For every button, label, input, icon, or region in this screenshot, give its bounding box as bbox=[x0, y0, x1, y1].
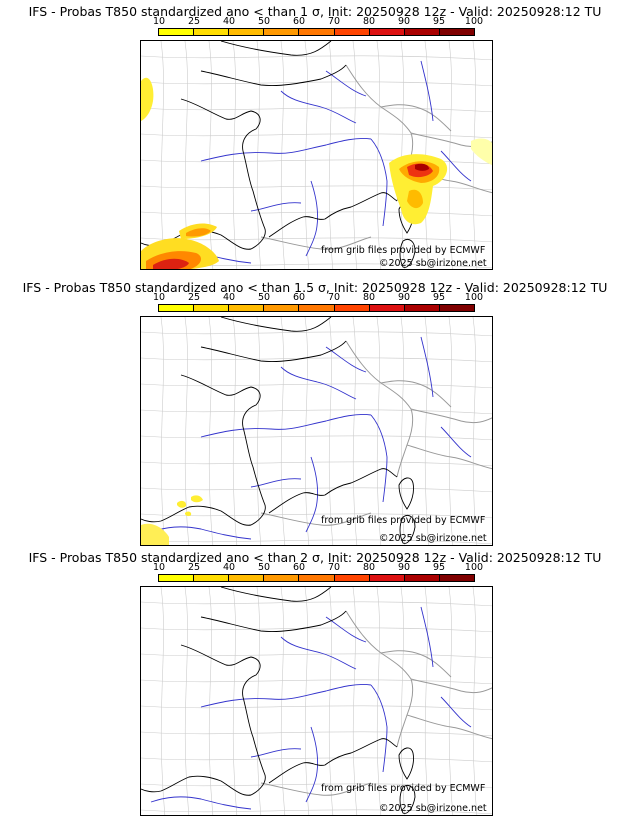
probability-map: from grib files provided by ECMWF ©2025 … bbox=[140, 316, 493, 546]
probability-shading bbox=[141, 77, 492, 269]
colorbar-tick-label: 95 bbox=[432, 562, 446, 573]
colorbar-tick-label: 70 bbox=[327, 292, 341, 303]
colorbar-tick-label: 100 bbox=[464, 16, 484, 27]
colorbar-tick-label: 50 bbox=[257, 16, 271, 27]
colorbar-tick-label: 40 bbox=[222, 292, 236, 303]
colorbar-segment bbox=[369, 29, 405, 35]
colorbar-tick-label: 95 bbox=[432, 292, 446, 303]
colorbar-tick-label: 80 bbox=[362, 16, 376, 27]
colorbar-segment bbox=[404, 305, 440, 311]
colorbar-segment bbox=[229, 29, 265, 35]
colorbar-segment bbox=[334, 29, 370, 35]
colorbar-tick-label: 10 bbox=[152, 16, 166, 27]
colorbar-segment bbox=[159, 305, 195, 311]
colorbar-tick-label: 10 bbox=[152, 292, 166, 303]
colorbar-segment bbox=[264, 575, 300, 581]
panel-title: IFS - Probas T850 standardized ano < tha… bbox=[28, 550, 602, 565]
colorbar-tick-label: 70 bbox=[327, 16, 341, 27]
probability-map: from grib files provided by ECMWF ©2025 … bbox=[140, 586, 493, 816]
colorbar-tick-label: 60 bbox=[292, 292, 306, 303]
colorbar-segment bbox=[299, 575, 335, 581]
colorbar-tick-label: 100 bbox=[464, 292, 484, 303]
colorbar-segment bbox=[439, 305, 474, 311]
colorbar-tick-label: 25 bbox=[187, 562, 201, 573]
colorbar-tick-label: 80 bbox=[362, 562, 376, 573]
probability-shading bbox=[141, 495, 203, 545]
colorbar-segment bbox=[439, 575, 474, 581]
colorbar-labels: 10 25 40 50 60 70 80 90 95 100 bbox=[140, 16, 500, 27]
colorbar bbox=[158, 304, 475, 312]
colorbar-tick-label: 25 bbox=[187, 292, 201, 303]
colorbar-tick-label: 90 bbox=[397, 16, 411, 27]
copyright-credit: ©2025 sb@irizone.net bbox=[379, 803, 487, 814]
colorbar-segment bbox=[264, 305, 300, 311]
colorbar-segment bbox=[334, 305, 370, 311]
colorbar-tick-label: 40 bbox=[222, 562, 236, 573]
forecast-panel-3: IFS - Probas T850 standardized ano < tha… bbox=[0, 546, 630, 828]
colorbar-segment bbox=[229, 305, 265, 311]
map-graphic bbox=[141, 41, 492, 269]
colorbar-segment bbox=[299, 305, 335, 311]
colorbar-segment bbox=[194, 575, 230, 581]
panel-title: IFS - Probas T850 standardized ano < tha… bbox=[22, 280, 608, 295]
colorbar-labels: 10 25 40 50 60 70 80 90 95 100 bbox=[140, 292, 500, 303]
colorbar bbox=[158, 574, 475, 582]
panel-title: IFS - Probas T850 standardized ano < tha… bbox=[28, 4, 602, 19]
forecast-panel-2: IFS - Probas T850 standardized ano < tha… bbox=[0, 276, 630, 546]
colorbar-tick-label: 50 bbox=[257, 562, 271, 573]
colorbar-segment bbox=[159, 575, 195, 581]
colorbar-segment bbox=[439, 29, 474, 35]
colorbar-tick-label: 95 bbox=[432, 16, 446, 27]
forecast-panel-1: IFS - Probas T850 standardized ano < tha… bbox=[0, 0, 630, 276]
data-source-credit: from grib files provided by ECMWF bbox=[321, 783, 486, 794]
colorbar-tick-label: 60 bbox=[292, 562, 306, 573]
colorbar bbox=[158, 28, 475, 36]
colorbar-labels: 10 25 40 50 60 70 80 90 95 100 bbox=[140, 562, 500, 573]
colorbar-tick-label: 40 bbox=[222, 16, 236, 27]
colorbar-tick-label: 25 bbox=[187, 16, 201, 27]
colorbar-segment bbox=[194, 29, 230, 35]
colorbar-segment bbox=[404, 575, 440, 581]
colorbar-segment bbox=[299, 29, 335, 35]
colorbar-segment bbox=[159, 29, 195, 35]
data-source-credit: from grib files provided by ECMWF bbox=[321, 515, 486, 526]
copyright-credit: ©2025 sb@irizone.net bbox=[379, 258, 487, 269]
colorbar-tick-label: 100 bbox=[464, 562, 484, 573]
colorbar-tick-label: 80 bbox=[362, 292, 376, 303]
colorbar-segment bbox=[369, 305, 405, 311]
colorbar-tick-label: 90 bbox=[397, 292, 411, 303]
colorbar-segment bbox=[194, 305, 230, 311]
colorbar-tick-label: 90 bbox=[397, 562, 411, 573]
colorbar-tick-label: 70 bbox=[327, 562, 341, 573]
probability-map: from grib files provided by ECMWF ©2025 … bbox=[140, 40, 493, 270]
colorbar-segment bbox=[264, 29, 300, 35]
copyright-credit: ©2025 sb@irizone.net bbox=[379, 533, 487, 544]
colorbar-tick-label: 50 bbox=[257, 292, 271, 303]
colorbar-tick-label: 10 bbox=[152, 562, 166, 573]
colorbar-tick-label: 60 bbox=[292, 16, 306, 27]
map-graphic bbox=[141, 317, 492, 545]
map-graphic bbox=[141, 587, 492, 815]
colorbar-segment bbox=[369, 575, 405, 581]
colorbar-segment bbox=[404, 29, 440, 35]
colorbar-segment bbox=[334, 575, 370, 581]
colorbar-segment bbox=[229, 575, 265, 581]
data-source-credit: from grib files provided by ECMWF bbox=[321, 245, 486, 256]
